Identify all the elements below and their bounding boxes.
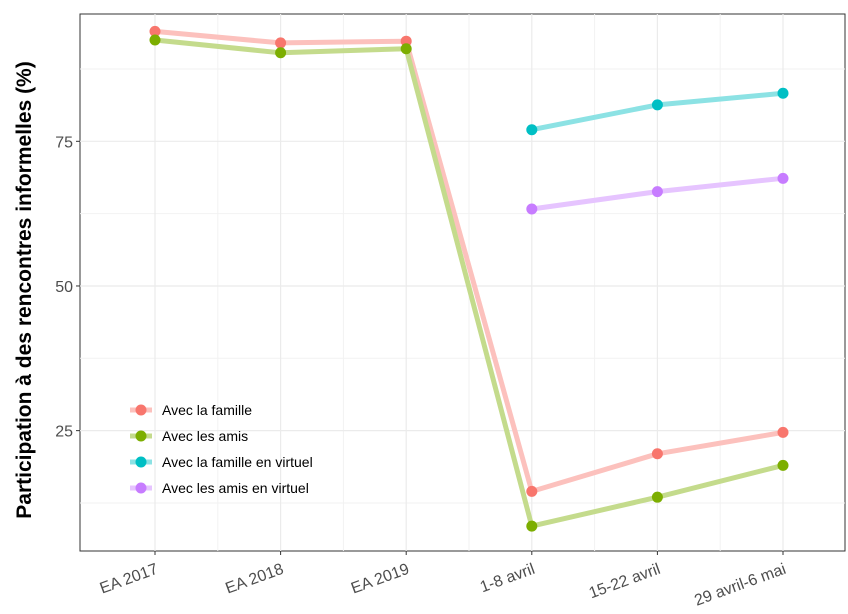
data-point-series-1	[275, 37, 287, 49]
data-point-series-1	[777, 426, 789, 438]
data-point-series-2	[526, 520, 538, 532]
data-point-series-2	[651, 491, 663, 503]
data-point-series-4	[651, 186, 663, 198]
grid	[80, 14, 845, 551]
data-point-series-1	[526, 485, 538, 497]
x-tick-label: 15-22 avril	[587, 561, 663, 603]
legend-key-point	[135, 404, 147, 416]
legend-key-point	[135, 430, 147, 442]
series-points	[149, 25, 789, 532]
y-tick-label: 75	[55, 134, 73, 151]
plot-panel	[79, 13, 846, 552]
y-tick-label: 25	[55, 424, 73, 441]
y-tick-label: 50	[55, 279, 73, 296]
x-tick-label: 1-8 avril	[478, 561, 537, 596]
x-tick-label: EA 2019	[349, 561, 412, 598]
data-point-series-2	[777, 459, 789, 471]
x-tick-label: 29 avril-6 mai	[692, 561, 788, 610]
data-point-series-1	[149, 25, 161, 37]
series-line-2	[154, 37, 784, 529]
legend-label: Avec les amis en virtuel	[162, 480, 309, 496]
legend-label: Avec la famille en virtuel	[162, 454, 313, 470]
series-line-1	[154, 28, 784, 494]
data-point-series-3	[651, 99, 663, 111]
legend-label: Avec les amis	[162, 428, 248, 444]
y-axis-title: Participation à des rencontres informell…	[13, 61, 36, 518]
x-axis: EA 2017 EA 2018 EA 2019 1-8 avril 15-22 avri…	[98, 551, 788, 610]
data-point-series-4	[526, 203, 538, 215]
data-point-series-3	[526, 124, 538, 136]
legend: Avec la famille Avec les amis Avec la fami…	[130, 402, 313, 496]
data-point-series-4	[777, 172, 789, 184]
y-axis: 25 50 75	[55, 134, 80, 441]
legend-label: Avec la famille	[162, 402, 252, 418]
legend-key-point	[135, 456, 147, 468]
x-tick-label: EA 2017	[98, 561, 161, 598]
data-point-series-2	[275, 47, 287, 59]
data-point-series-1	[400, 35, 412, 47]
data-point-series-1	[651, 448, 663, 460]
data-point-series-2	[400, 43, 412, 55]
x-tick-label: EA 2018	[223, 561, 286, 598]
data-point-series-2	[149, 34, 161, 46]
legend-key-point	[135, 482, 147, 494]
data-point-series-3	[777, 87, 789, 99]
